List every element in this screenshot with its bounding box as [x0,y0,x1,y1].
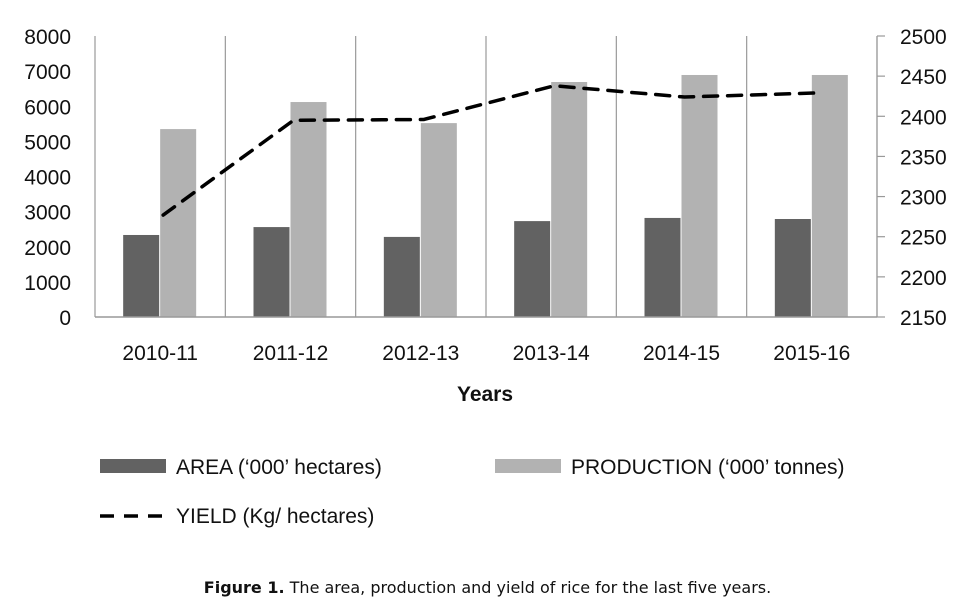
y2-tick-label: 2250 [900,227,947,250]
y-tick-label: 0 [59,307,71,330]
y-tick-label: 1000 [24,272,71,295]
bar-production [551,82,588,317]
x-tick-label: 2014-15 [643,342,720,365]
y-tick-label: 5000 [24,131,71,154]
y2-tick-label: 2350 [900,146,947,169]
yield-line [161,84,817,217]
legend-label-area: AREA (‘000’ hectares) [176,456,382,479]
legend-swatch-area [100,459,166,473]
bar-area [644,217,681,317]
bar-production [160,129,197,317]
legend-label-production: PRODUCTION (‘000’ tonnes) [571,456,844,479]
y2-tick-label: 2300 [900,187,947,210]
legend-label-yield: YIELD (Kg/ hectares) [176,505,374,528]
bar-production [420,123,457,317]
figure-caption: Figure 1. The area, production and yield… [0,578,975,597]
bar-area [514,221,551,317]
bar-area [123,234,160,317]
x-axis-ticks: 2010-11 2011-12 2012-13 2013-14 2014-15 2015-… [122,342,850,365]
y-tick-label: 3000 [24,202,71,225]
y2-tick-label: 2450 [900,66,947,89]
left-y-axis-ticks: 0 1000 2000 3000 4000 5000 6000 7000 8000 [24,26,71,330]
category-gridlines [94,36,878,317]
bar-production [811,74,848,318]
x-tick-label: 2013-14 [513,342,590,365]
x-tick-label: 2012-13 [382,342,459,365]
caption-label: Figure 1. [203,578,285,597]
y2-tick-label: 2200 [900,267,947,290]
combo-chart: 0 1000 2000 3000 4000 5000 6000 7000 8000 2150 22… [24,26,947,528]
bars [123,74,848,318]
y2-tick-label: 2500 [900,26,947,49]
bar-area [383,236,420,317]
bar-area [253,227,290,317]
yield-line-path [161,84,817,217]
y-tick-label: 4000 [24,167,71,190]
right-y-axis-ticks: 2150 2200 2250 2300 2350 2400 2450 2500 [877,26,947,330]
x-tick-label: 2011-12 [253,342,329,365]
y2-tick-label: 2150 [900,307,947,330]
bar-production [290,102,327,317]
bar-area [774,219,811,317]
axes [95,36,878,318]
y-tick-label: 2000 [24,237,71,260]
y-tick-label: 7000 [24,61,71,84]
y-tick-label: 8000 [24,26,71,49]
x-tick-label: 2015-16 [773,342,850,365]
legend-swatch-production [495,459,561,473]
x-axis-title: Years [457,383,513,406]
caption-text: The area, production and yield of rice f… [284,578,772,597]
x-tick-label: 2010-11 [122,342,198,365]
bar-production [681,74,718,318]
y2-tick-label: 2400 [900,106,947,129]
legend: AREA (‘000’ hectares) PRODUCTION (‘000’ t… [100,456,844,528]
y-tick-label: 6000 [24,96,71,119]
